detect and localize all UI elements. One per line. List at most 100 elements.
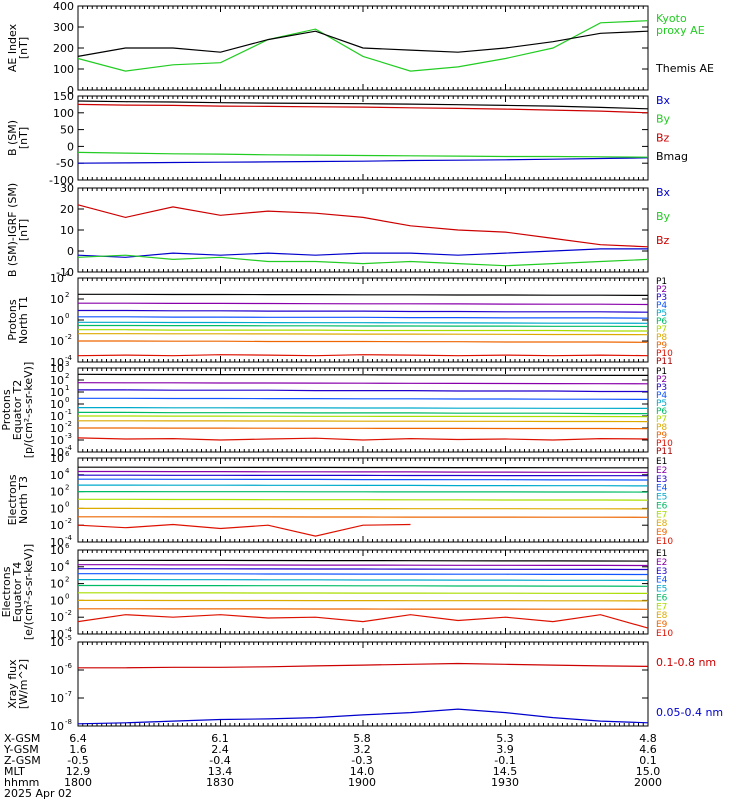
legend-label: P3 bbox=[656, 293, 667, 303]
y-axis-label: Equator T4 bbox=[11, 562, 24, 622]
ephemeris-value: 5.3 bbox=[496, 732, 514, 745]
series-line-p1 bbox=[78, 293, 649, 296]
legend-label: E6 bbox=[656, 593, 668, 603]
legend-label: Bx bbox=[656, 186, 671, 199]
series-line-p2 bbox=[78, 302, 649, 306]
y-tick-label: 10 bbox=[50, 664, 64, 677]
series-line-p8 bbox=[78, 333, 649, 336]
y-axis-label: [e/(cm²-s-sr-keV)] bbox=[22, 544, 35, 640]
y-tick-exponent: -4 bbox=[65, 626, 73, 634]
legend-label: P11 bbox=[656, 357, 673, 367]
ephemeris-row-label: MLT bbox=[4, 765, 25, 778]
legend-label: E4 bbox=[656, 484, 668, 494]
series-line-e9 bbox=[78, 608, 649, 610]
y-tick-label: 10 bbox=[50, 469, 64, 482]
legend-label: P3 bbox=[656, 383, 667, 393]
legend-label: By bbox=[656, 210, 671, 223]
legend-label: E5 bbox=[656, 493, 667, 503]
legend-label: P5 bbox=[656, 309, 667, 319]
ephemeris-value: 1800 bbox=[64, 776, 92, 789]
panel-frame bbox=[77, 277, 649, 363]
y-tick-exponent: -4 bbox=[65, 354, 73, 362]
ephemeris-value: -0.5 bbox=[67, 754, 88, 767]
series-line-by bbox=[77, 151, 649, 158]
y-tick-exponent: 6 bbox=[65, 450, 70, 458]
y-tick-label: 10 bbox=[50, 594, 64, 607]
y-tick-label: 50 bbox=[60, 124, 74, 137]
y-axis-label: Protons bbox=[6, 299, 19, 340]
ephemeris-value: 6.1 bbox=[211, 732, 229, 745]
ephemeris-row-label: X-GSM bbox=[4, 732, 40, 745]
legend-label: E1 bbox=[656, 549, 667, 559]
series-line-e7 bbox=[78, 592, 649, 594]
y-tick-exponent: -3 bbox=[65, 432, 72, 440]
series-line-p6 bbox=[78, 411, 648, 415]
y-tick-exponent: 0 bbox=[65, 396, 69, 404]
series-line-e2 bbox=[78, 470, 649, 474]
series-line-e9 bbox=[78, 516, 649, 518]
y-tick-exponent: 3 bbox=[65, 360, 69, 368]
series-line-p4 bbox=[78, 397, 649, 400]
y-tick-exponent: 4 bbox=[65, 467, 70, 475]
legend-label: E9 bbox=[656, 528, 668, 538]
y-axis-label: [nT] bbox=[17, 37, 30, 59]
y-tick-label: -50 bbox=[56, 157, 74, 170]
ephemeris-value: -0.1 bbox=[494, 754, 515, 767]
series-line-e4 bbox=[78, 573, 649, 576]
ephemeris-value: 2.4 bbox=[211, 743, 229, 756]
y-tick-label: 300 bbox=[53, 21, 74, 34]
ephemeris-value: 4.6 bbox=[639, 743, 657, 756]
y-tick-label: 10 bbox=[50, 446, 64, 459]
y-axis-label: [nT] bbox=[17, 219, 30, 241]
legend-label: E1 bbox=[656, 457, 667, 467]
series-line-e4 bbox=[78, 478, 649, 481]
y-tick-label: 10 bbox=[50, 544, 64, 557]
legend-label: P1 bbox=[656, 367, 667, 377]
legend-label: By bbox=[656, 113, 671, 126]
legend-label: P10 bbox=[656, 349, 673, 359]
y-axis-label: [nT] bbox=[17, 127, 30, 149]
ephemeris-value: 1930 bbox=[491, 776, 519, 789]
y-tick-label: 10 bbox=[50, 356, 64, 369]
y-tick-label: 10 bbox=[50, 314, 64, 327]
series-line-kyoto-proxy-ae bbox=[77, 20, 649, 72]
y-tick-exponent: 0 bbox=[65, 500, 69, 508]
y-tick-label: 0 bbox=[67, 245, 74, 258]
series-line-p3 bbox=[78, 309, 649, 313]
series-line-0-1-0-8-nm bbox=[78, 662, 649, 669]
series-line-e8 bbox=[78, 507, 649, 510]
legend-label: E6 bbox=[656, 501, 668, 511]
series-line-p9 bbox=[78, 340, 649, 343]
ephemeris-value: 1.6 bbox=[69, 743, 87, 756]
y-tick-label: 10 bbox=[50, 386, 64, 399]
legend-label: proxy AE bbox=[656, 24, 705, 37]
y-tick-exponent: -2 bbox=[65, 333, 72, 341]
legend-label: P2 bbox=[656, 285, 667, 295]
series-line-e1 bbox=[78, 559, 649, 562]
y-axis-label: Electrons bbox=[0, 566, 13, 617]
ephemeris-row-label: Y-GSM bbox=[3, 743, 39, 756]
panel-frame bbox=[77, 641, 649, 727]
y-tick-exponent: -5 bbox=[65, 634, 72, 642]
series-line-e2 bbox=[78, 564, 649, 567]
series-line-p7 bbox=[78, 329, 648, 332]
y-tick-exponent: 1 bbox=[65, 384, 69, 392]
legend-label: E3 bbox=[656, 567, 667, 577]
series-line-bmag bbox=[77, 100, 649, 110]
ephemeris-value: 13.4 bbox=[208, 765, 233, 778]
ephemeris-value: 6.4 bbox=[69, 732, 87, 745]
series-line-p8 bbox=[78, 420, 649, 423]
ephemeris-value: 1900 bbox=[348, 776, 376, 789]
y-tick-label: 10 bbox=[60, 224, 74, 237]
legend-label: Bz bbox=[656, 131, 670, 144]
y-tick-exponent: 2 bbox=[65, 576, 69, 584]
legend-label: P4 bbox=[656, 391, 667, 401]
y-tick-label: 10 bbox=[50, 611, 64, 624]
legend-label: P2 bbox=[656, 375, 667, 385]
series-line-p5 bbox=[78, 321, 649, 324]
y-tick-exponent: -7 bbox=[65, 690, 72, 698]
y-tick-label: 10 bbox=[50, 692, 64, 705]
